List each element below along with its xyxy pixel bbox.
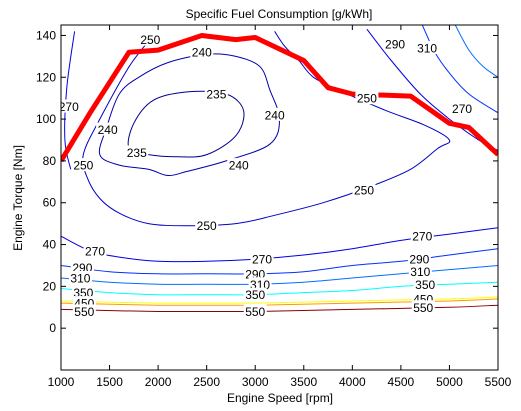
contour-label: 550 [245,305,265,319]
contour-line-450 [61,298,498,306]
contour-label-bg [248,277,272,291]
x-tick-label: 2000 [145,375,172,389]
contour-line-450 [61,296,498,304]
contour-line-270 [64,31,76,170]
x-tick-label: 3000 [242,375,269,389]
x-tick-label: 2500 [193,375,220,389]
x-tick-label: 1000 [48,375,75,389]
contour-label: 290 [385,37,405,51]
contour-label-bg [243,266,267,280]
contour-label: 270 [412,230,432,244]
y-tick-label: 60 [43,196,57,210]
contour-label: 270 [59,100,79,114]
contour-label-bg [383,36,407,50]
x-tick-label: 5000 [436,375,463,389]
contour-label-bg [450,101,474,115]
contour-label-bg [204,87,228,100]
contour-label: 250 [73,159,93,173]
contour-label-bg [68,271,92,284]
x-tick-label: 5500 [485,375,512,389]
contour-label-bg [250,252,274,266]
contour-line-250 [82,31,451,227]
contour-label: 250 [140,33,160,47]
y-tick-label: 140 [36,28,56,42]
contour-line-550 [61,304,498,313]
x-axis-label: Engine Speed [rpm] [227,391,333,405]
contour-line-235 [127,90,245,158]
contour-label-bg [190,45,214,59]
contour-label-bg [71,158,95,172]
x-tick-label: 4500 [388,375,415,389]
contour-label-bg [243,287,267,301]
contour-label: 350 [415,278,435,292]
contour-label-bg [138,32,162,46]
plot-frame [60,24,499,371]
axes: 1000 1500 2000 2500 3000 3500 4000 4500 5000 5500… [36,24,512,389]
chart-title: Specific Fuel Consumption [g/kWh] [186,7,373,21]
contour-label: 290 [409,253,429,267]
x-tick-label: 1500 [96,375,123,389]
contour-label: 240 [265,108,285,122]
contour-label-bg [352,183,376,197]
contour-label: 250 [197,219,217,233]
y-tick-label: 0 [49,321,56,335]
contour-label: 235 [127,146,147,160]
x-tick-label: 4000 [339,375,366,389]
contour-label: 310 [410,265,430,279]
contour-label-bg [407,252,431,266]
max-torque-line [61,33,498,163]
contour-label-bg [408,264,432,278]
contour-label: 550 [74,305,94,319]
contour-label: 350 [245,288,265,302]
contour-label: 310 [70,272,90,286]
contour-label: 270 [252,253,272,267]
contour-label-bg [83,243,107,257]
contour-label: 310 [417,42,437,56]
contour-label-bg [411,300,435,314]
y-tick-label: 120 [36,70,56,84]
contour-label: 270 [452,102,472,116]
contour-label: 240 [192,46,212,60]
contour-line-240 [98,53,281,177]
contour-label: 240 [98,123,118,137]
contour-label-bg [61,99,81,113]
plot-area: 235 235 240 240 240 240 250 250 250 250 250 270 270 2… [59,25,498,319]
contour-label-bg [410,229,434,243]
contour-label: 550 [413,301,433,315]
contour-label: 235 [206,88,226,102]
contour-label-bg [72,304,96,318]
contour-label-bg [195,218,219,232]
y-axis-label: Engine Torque [Nm] [11,145,25,251]
contour-label-bg [355,91,379,105]
contour-label: 240 [229,159,249,173]
contour-label-bg [415,41,439,54]
contour-label: 250 [354,184,374,198]
contour-label-bg [71,285,95,299]
contour-label-bg [125,145,149,159]
contour-line-310 [454,25,498,78]
contour-line-290 [61,248,498,275]
contour-label: 250 [357,92,377,106]
contour-label-bg [263,107,287,121]
contour-label: 270 [85,244,105,258]
y-tick-label: 100 [36,112,56,126]
y-tick-label: 80 [43,154,57,168]
contour-label-bg [243,304,267,318]
contour-label-bg [70,260,94,274]
x-tick-label: 3500 [290,375,317,389]
contour-label-bg [413,277,437,291]
y-tick-label: 20 [43,279,57,293]
contour-label-bg [227,158,251,172]
y-tick-label: 40 [43,238,57,252]
contour-label-bg [96,122,120,136]
